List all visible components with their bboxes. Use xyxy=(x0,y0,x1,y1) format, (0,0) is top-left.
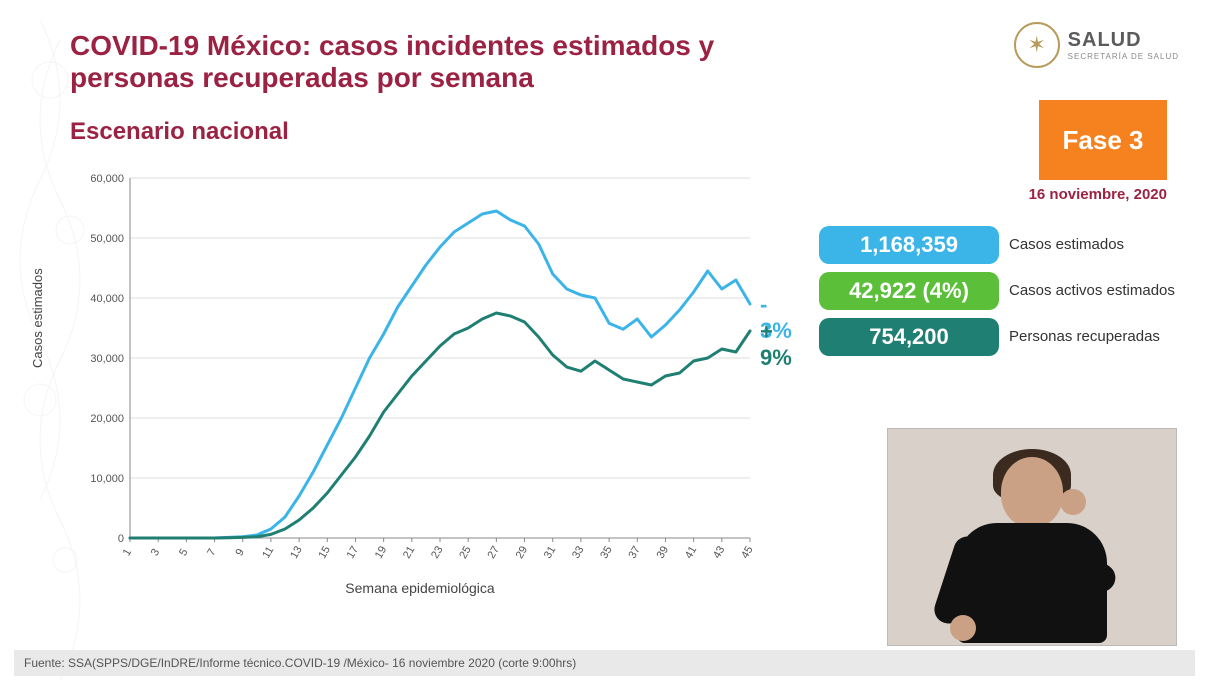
x-tick-label: 41 xyxy=(683,544,700,561)
x-tick-label: 43 xyxy=(711,544,728,561)
logo-sub-text: SECRETARÍA DE SALUD xyxy=(1068,52,1179,61)
page-title: COVID-19 México: casos incidentes estima… xyxy=(70,30,790,94)
series-annotation-recuperados: + 9% xyxy=(760,319,792,371)
x-tick-label: 37 xyxy=(626,544,643,561)
x-tick-label: 3 xyxy=(149,547,162,558)
x-tick-label: 45 xyxy=(739,544,756,561)
x-tick-label: 25 xyxy=(457,544,474,561)
logo-main-text: SALUD xyxy=(1068,29,1179,52)
stat-value: 42,922 (4%) xyxy=(819,272,999,310)
x-tick-label: 19 xyxy=(373,544,390,561)
x-tick-label: 13 xyxy=(288,544,305,561)
stats-panel: 1,168,359 Casos estimados 42,922 (4%) Casos… xyxy=(819,226,1179,356)
x-tick-label: 33 xyxy=(570,544,587,561)
line-chart: Casos estimados 010,00020,00030,00040,00… xyxy=(70,168,770,588)
stat-value: 1,168,359 xyxy=(819,226,999,264)
x-tick-label: 35 xyxy=(598,544,615,561)
x-tick-label: 17 xyxy=(345,544,362,561)
report-date: 16 noviembre, 2020 xyxy=(1029,186,1167,203)
y-tick-label: 50,000 xyxy=(90,233,124,245)
y-tick-label: 10,000 xyxy=(90,473,124,485)
stat-row: 42,922 (4%) Casos activos estimados xyxy=(819,272,1179,310)
stat-label: Casos activos estimados xyxy=(1009,283,1175,300)
x-tick-label: 5 xyxy=(177,547,190,558)
y-tick-label: 60,000 xyxy=(90,173,124,185)
stat-label: Casos estimados xyxy=(1009,237,1124,254)
x-axis-title: Semana epidemiológica xyxy=(70,580,770,596)
series-recuperados xyxy=(130,313,750,538)
x-tick-label: 27 xyxy=(486,544,503,561)
y-tick-label: 40,000 xyxy=(90,293,124,305)
y-axis-title: Casos estimados xyxy=(30,268,45,368)
stat-row: 754,200 Personas recuperadas xyxy=(819,318,1179,356)
stat-row: 1,168,359 Casos estimados xyxy=(819,226,1179,264)
x-tick-label: 23 xyxy=(429,544,446,561)
page-subtitle: Escenario nacional xyxy=(70,118,1179,146)
stat-value: 754,200 xyxy=(819,318,999,356)
series-casos_estimados xyxy=(130,211,750,538)
x-tick-label: 15 xyxy=(316,544,333,561)
source-footer: Fuente: SSA(SPPS/DGE/InDRE/Informe técni… xyxy=(14,650,1195,676)
y-tick-label: 20,000 xyxy=(90,413,124,425)
x-tick-label: 9 xyxy=(233,547,246,558)
x-tick-label: 29 xyxy=(514,544,531,561)
x-tick-label: 31 xyxy=(542,544,559,561)
chart-svg: 010,00020,00030,00040,00050,00060,000135… xyxy=(70,168,770,588)
x-tick-label: 7 xyxy=(205,547,218,558)
stat-label: Personas recuperadas xyxy=(1009,329,1160,346)
y-tick-label: 30,000 xyxy=(90,353,124,365)
x-tick-label: 11 xyxy=(260,545,276,561)
logo-emblem-icon: ✶ xyxy=(1014,22,1060,68)
phase-badge: Fase 3 xyxy=(1039,100,1167,180)
x-tick-label: 39 xyxy=(655,544,672,561)
sign-language-interpreter-inset xyxy=(887,428,1177,646)
interpreter-figure xyxy=(942,445,1122,645)
x-tick-label: 21 xyxy=(401,544,418,561)
x-tick-label: 1 xyxy=(121,547,134,558)
y-tick-label: 0 xyxy=(118,533,124,545)
salud-logo: ✶ SALUD SECRETARÍA DE SALUD xyxy=(1014,22,1179,68)
